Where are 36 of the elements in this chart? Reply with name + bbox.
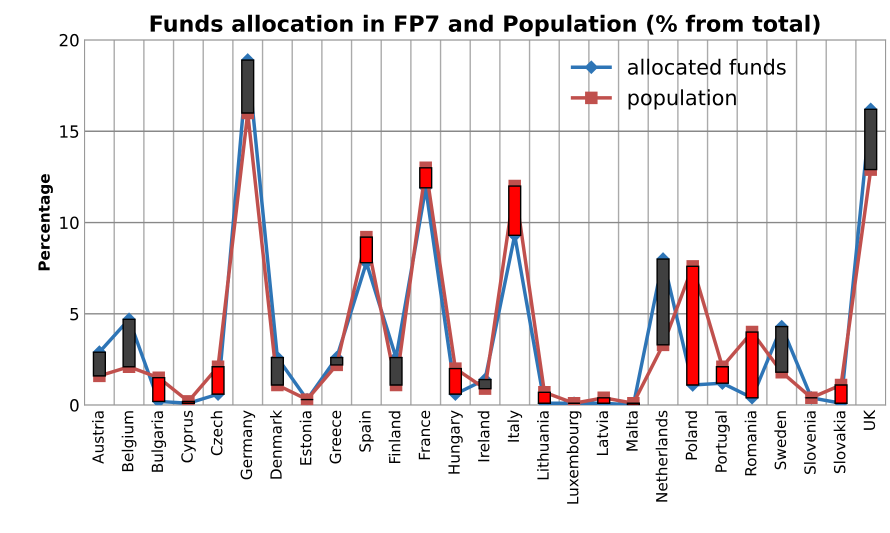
- x-tick-label: Spain: [358, 411, 374, 452]
- y-tick-label: 5: [70, 308, 78, 320]
- x-tick-label: Slovakia: [834, 411, 846, 474]
- x-tick-label: Greece: [330, 410, 342, 464]
- chart-title: Funds allocation in FP7 and Population (% from total): [150, 14, 820, 36]
- x-tick-label: Denmark: [270, 410, 282, 479]
- x-tick-label: Bulgaria: [151, 411, 166, 472]
- x-tick-label: Latvia: [596, 411, 608, 455]
- x-tick-label: Malta: [626, 411, 638, 451]
- x-tick-label: Romania: [744, 411, 756, 476]
- x-tick-label: Sweden: [774, 411, 786, 470]
- y-axis-title: Percentage: [38, 174, 53, 270]
- x-tick-label: Italy: [507, 410, 522, 442]
- x-tick-label: France: [418, 410, 430, 460]
- y-tick-label: 15: [60, 125, 78, 138]
- y-tick-label: 10: [60, 216, 79, 230]
- x-tick-label: Portugal: [714, 411, 730, 472]
- y-tick-label: 20: [60, 34, 79, 47]
- x-tick-label: Belgium: [122, 411, 136, 472]
- x-tick-label: Czech: [210, 411, 222, 456]
- x-tick-label: Lithuania: [536, 411, 549, 480]
- x-tick-label: Luxembourg: [566, 411, 582, 504]
- x-tick-label: Poland: [685, 411, 698, 460]
- x-tick-label: UK: [864, 410, 876, 430]
- legend-label: population: [628, 89, 736, 110]
- x-tick-label: Germany: [240, 410, 256, 480]
- x-tick-label: Austria: [92, 411, 104, 464]
- x-tick-label: Hungary: [448, 410, 463, 474]
- x-tick-label: Slovenia: [804, 411, 816, 474]
- legend-label: allocated funds: [628, 58, 786, 75]
- x-tick-label: Cyprus: [181, 410, 196, 462]
- x-tick-label: Netherlands: [656, 410, 668, 502]
- x-tick-label: Ireland: [478, 411, 490, 462]
- y-tick-label: 0: [70, 399, 79, 412]
- x-tick-label: Estonia: [300, 411, 312, 465]
- x-tick-label: Finland: [388, 411, 400, 464]
